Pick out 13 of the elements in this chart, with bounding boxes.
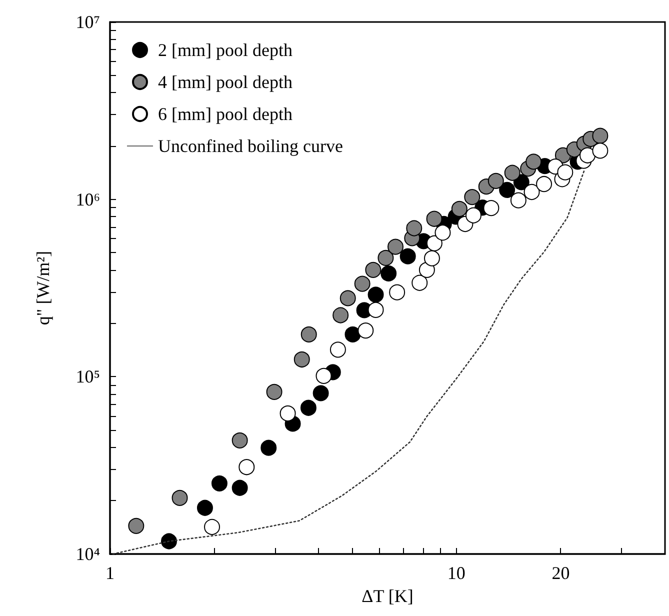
- x-tick-label: 10: [447, 563, 466, 583]
- legend-label: 6 [mm] pool depth: [158, 104, 292, 124]
- legend-label: 4 [mm] pool depth: [158, 72, 292, 92]
- y-axis-title: q" [W/m²]: [33, 250, 53, 326]
- legend-label: 2 [mm] pool depth: [158, 40, 292, 60]
- legend-label: Unconfined boiling curve: [158, 136, 343, 156]
- x-tick-label: 1: [106, 563, 114, 583]
- y-tick-label: 10⁶: [76, 189, 100, 210]
- y-tick-label: 10⁵: [76, 366, 100, 387]
- x-tick-label: 20: [552, 563, 570, 583]
- x-axis-title: ΔT [K]: [362, 586, 414, 606]
- y-tick-label: 10⁴: [76, 544, 100, 564]
- y-tick-label: 10⁷: [76, 12, 100, 32]
